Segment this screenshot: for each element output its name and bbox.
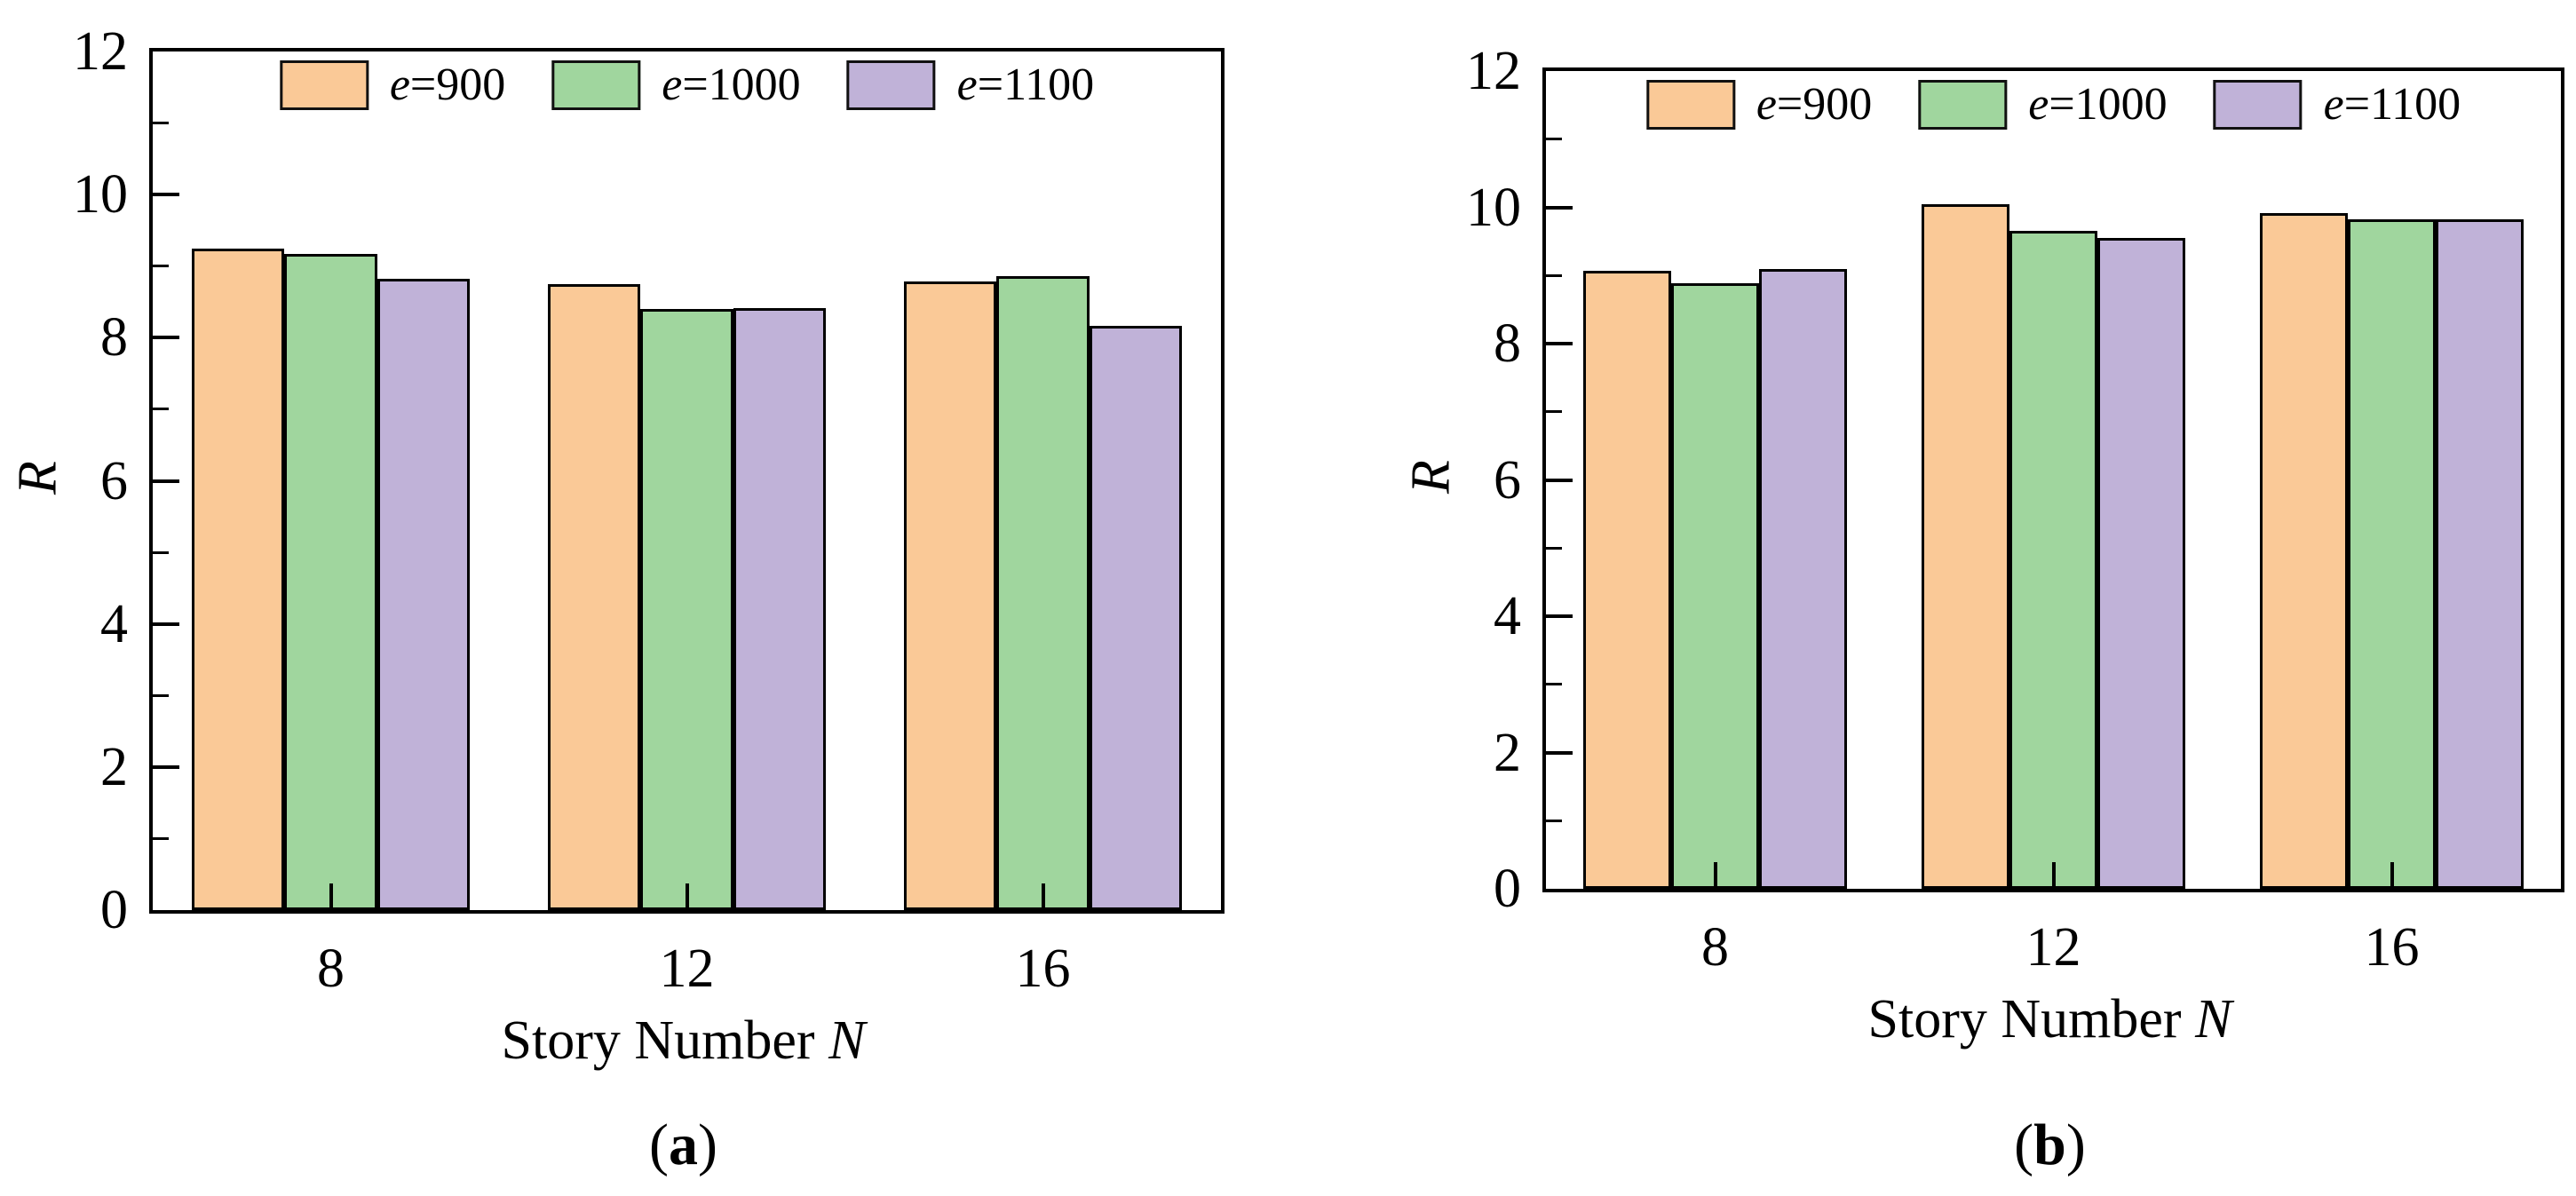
bar-e1100-N16 <box>2436 218 2524 889</box>
bar-e900-N16 <box>904 281 997 910</box>
x-axis-tick-label: 12 <box>2025 917 2081 978</box>
legend-label: e=1100 <box>2323 79 2461 130</box>
y-axis-tick-label: 10 <box>73 164 128 226</box>
plot-area-a: e=900 e=1000 e=1100 <box>149 48 1225 914</box>
bar-e1100-N12 <box>2097 238 2186 889</box>
plot-area-b: e=900 e=1000 e=1100 <box>1542 67 2564 892</box>
bar-e900-N8 <box>192 248 285 910</box>
legend-label: e=900 <box>389 59 506 110</box>
y-axis-tick-label: 0 <box>1494 859 1521 919</box>
legend-item: e=1000 <box>551 59 801 110</box>
x-axis-tick <box>1713 862 1717 889</box>
y-axis-major-tick <box>153 479 179 483</box>
legend: e=900 e=1000 e=1100 <box>279 59 1095 110</box>
y-axis-major-tick <box>1546 750 1573 755</box>
bar-e900-N12 <box>548 283 641 910</box>
chart-panel-b: e=900 e=1000 e=1100 R Story Number N (b) 0… <box>1288 0 2576 1196</box>
bar-e1100-N8 <box>376 279 470 910</box>
y-axis-minor-tick <box>1546 546 1562 550</box>
y-axis-major-tick <box>1546 205 1573 210</box>
y-axis-tick-label: 10 <box>1466 177 1521 238</box>
x-axis-tick <box>1041 883 1045 910</box>
x-axis-tick-label: 16 <box>1015 939 1071 999</box>
legend-label: e=900 <box>1756 79 1873 130</box>
x-axis-tick-label: 8 <box>317 939 345 999</box>
y-axis-major-tick <box>1546 614 1573 618</box>
legend-swatch-e1100 <box>2213 80 2303 130</box>
y-axis-tick-label: 12 <box>1466 41 1521 101</box>
y-axis-minor-tick <box>1546 683 1562 686</box>
y-axis-major-tick <box>1546 342 1573 345</box>
legend-swatch-e1000 <box>1918 80 2008 130</box>
y-axis-minor-tick <box>1546 273 1562 277</box>
chart-panel-a: e=900 e=1000 e=1100 R Story Number N (a) 0… <box>8 21 1225 1177</box>
y-axis-minor-tick <box>1546 410 1562 414</box>
legend-swatch-e900 <box>279 60 369 110</box>
y-axis-major-tick <box>153 764 179 769</box>
y-axis-minor-tick <box>153 408 169 411</box>
y-axis-minor-tick <box>1546 819 1562 822</box>
legend-label: e=1100 <box>956 59 1095 110</box>
legend-item: e=1000 <box>1918 79 2168 130</box>
y-axis-tick-label: 6 <box>100 450 128 511</box>
bar-e1000-N8 <box>284 254 377 910</box>
bar-e1100-N8 <box>1759 268 1848 889</box>
y-axis-tick-label: 2 <box>1494 722 1521 783</box>
legend-swatch-e1000 <box>551 60 641 110</box>
y-axis-minor-tick <box>153 693 169 697</box>
subfigure-label-a: (a) <box>649 1113 717 1177</box>
bar-e900-N16 <box>2259 213 2348 889</box>
bar-e1000-N8 <box>1670 283 1760 889</box>
legend-label: e=1000 <box>2028 79 2168 130</box>
y-axis-major-tick <box>153 336 179 340</box>
y-axis-major-tick <box>1546 478 1573 482</box>
y-axis-minor-tick <box>153 265 169 268</box>
y-axis-tick-label: 0 <box>100 880 128 940</box>
bar-e1000-N16 <box>996 276 1090 910</box>
y-axis-minor-tick <box>153 550 169 554</box>
legend: e=900 e=1000 e=1100 <box>1645 79 2461 130</box>
y-axis-tick-label: 4 <box>1494 586 1521 646</box>
y-axis-major-tick <box>153 193 179 197</box>
y-axis-minor-tick <box>1546 138 1562 141</box>
bar-e1000-N12 <box>640 309 733 910</box>
bar-e1100-N12 <box>733 308 826 910</box>
y-axis-major-tick <box>153 622 179 626</box>
legend-item: e=900 <box>1645 79 1873 130</box>
x-axis-tick-label: 12 <box>659 939 715 999</box>
x-axis-tick <box>2390 862 2394 889</box>
legend-item: e=1100 <box>846 59 1095 110</box>
legend-item: e=900 <box>279 59 506 110</box>
x-axis-tick <box>329 883 333 910</box>
legend-swatch-e1100 <box>846 60 936 110</box>
legend-swatch-e900 <box>1645 80 1735 130</box>
legend-label: e=1000 <box>662 59 801 110</box>
x-axis-label-a: Story Number N <box>501 1010 866 1071</box>
y-axis-minor-tick <box>153 836 169 840</box>
y-axis-tick-label: 8 <box>100 307 128 368</box>
bar-e900-N8 <box>1582 270 1671 889</box>
x-axis-tick-label: 8 <box>1701 917 1729 978</box>
bar-e900-N12 <box>1921 204 2009 889</box>
subfigure-label-b: (b) <box>2014 1113 2086 1177</box>
y-axis-tick-label: 4 <box>100 593 128 654</box>
y-axis-tick-label: 6 <box>1494 449 1521 511</box>
x-axis-tick-label: 16 <box>2364 917 2420 978</box>
y-axis-tick-label: 12 <box>73 21 128 82</box>
bar-e1000-N12 <box>2009 230 2098 889</box>
bar-e1100-N16 <box>1089 326 1182 910</box>
legend-item: e=1100 <box>2213 79 2461 130</box>
x-axis-tick <box>2051 862 2056 889</box>
y-axis-minor-tick <box>153 122 169 125</box>
bar-e1000-N16 <box>2347 218 2437 889</box>
x-axis-tick <box>685 883 689 910</box>
y-axis-tick-label: 2 <box>100 736 128 797</box>
x-axis-label-b: Story Number N <box>1867 989 2232 1049</box>
y-axis-tick-label: 8 <box>1494 313 1521 374</box>
